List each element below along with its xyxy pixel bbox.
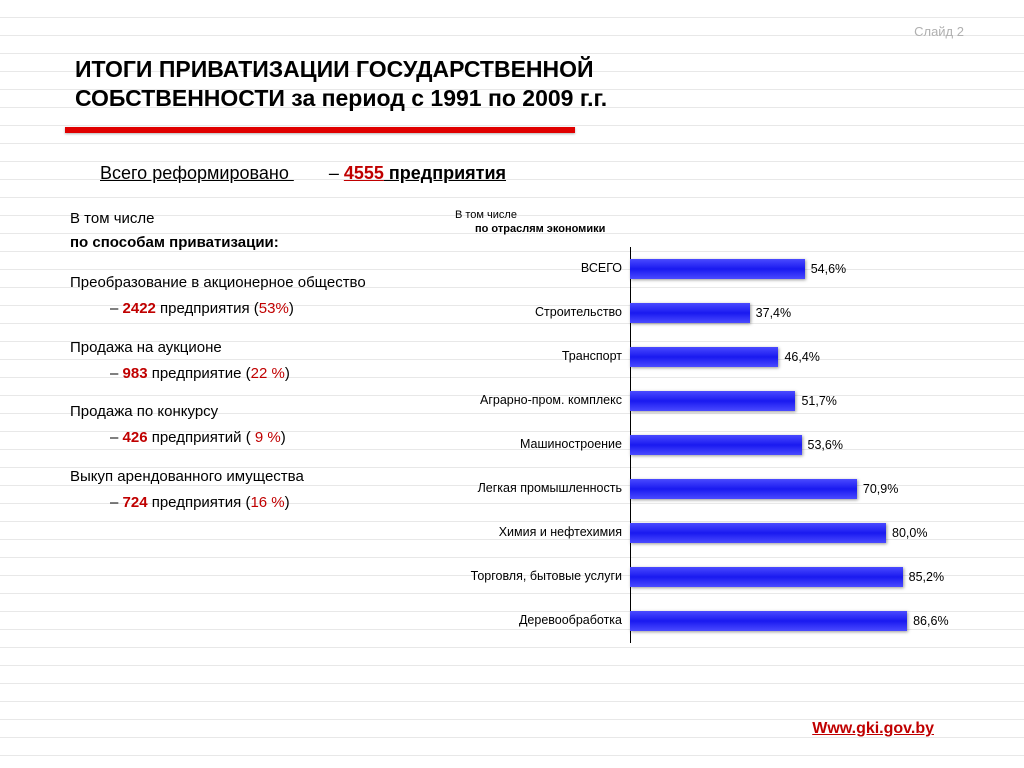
method-title: Продажа на аукционе bbox=[70, 338, 430, 358]
chart-value-label: 70,9% bbox=[863, 482, 898, 496]
chart-bar: 70,9% bbox=[630, 479, 857, 499]
chart-value-label: 80,0% bbox=[892, 526, 927, 540]
chart-value-label: 86,6% bbox=[913, 614, 948, 628]
method-block: Продажа на аукционе – 983 предприятие (22… bbox=[70, 338, 430, 385]
sector-bar-chart: ВСЕГО54,6%Строительство37,4%Транспорт46,… bbox=[440, 247, 979, 643]
chart-bar-area: 46,4% bbox=[630, 335, 979, 379]
subtitle: Всего реформировано – 4555 предприятия bbox=[100, 163, 979, 184]
title-underline-bar bbox=[65, 127, 575, 133]
chart-value-label: 37,4% bbox=[756, 306, 791, 320]
chart-bar-area: 80,0% bbox=[630, 511, 979, 555]
chart-row-label: Легкая промышленность bbox=[440, 481, 630, 495]
chart-bar-area: 86,6% bbox=[630, 599, 979, 643]
left-intro-1: В том числе bbox=[70, 209, 430, 229]
chart-bar: 51,7% bbox=[630, 391, 795, 411]
chart-bar-area: 37,4% bbox=[630, 291, 979, 335]
title-line-1: ИТОГИ ПРИВАТИЗАЦИИ ГОСУДАРСТВЕННОЙ bbox=[75, 56, 594, 82]
chart-bar-area: 53,6% bbox=[630, 423, 979, 467]
left-intro-2: по способам приватизации: bbox=[70, 233, 430, 253]
chart-row-label: Химия и нефтехимия bbox=[440, 525, 630, 539]
right-intro-2: по отраслям экономики bbox=[475, 223, 979, 235]
subtitle-label: Всего реформировано bbox=[100, 163, 294, 183]
chart-row-label: Машиностроение bbox=[440, 437, 630, 451]
chart-value-label: 46,4% bbox=[784, 350, 819, 364]
right-intro-1: В том числе bbox=[455, 209, 979, 221]
chart-row: Машиностроение53,6% bbox=[440, 423, 979, 467]
chart-value-label: 85,2% bbox=[909, 570, 944, 584]
chart-bar: 53,6% bbox=[630, 435, 802, 455]
method-result: – 2422 предприятия (53%) bbox=[110, 299, 430, 319]
chart-bar-area: 70,9% bbox=[630, 467, 979, 511]
slide-number: Слайд 2 bbox=[914, 24, 964, 39]
chart-value-label: 51,7% bbox=[801, 394, 836, 408]
method-block: Продажа по конкурсу – 426 предприятий ( 9… bbox=[70, 402, 430, 449]
chart-bar: 54,6% bbox=[630, 259, 805, 279]
chart-bar: 85,2% bbox=[630, 567, 903, 587]
chart-bar: 37,4% bbox=[630, 303, 750, 323]
chart-bar: 86,6% bbox=[630, 611, 907, 631]
chart-row: Торговля, бытовые услуги85,2% bbox=[440, 555, 979, 599]
methods-list: Преобразование в акционерное общество – 2… bbox=[70, 273, 430, 513]
chart-bar: 46,4% bbox=[630, 347, 778, 367]
slide-title: ИТОГИ ПРИВАТИЗАЦИИ ГОСУДАРСТВЕННОЙ СОБСТ… bbox=[75, 55, 979, 113]
chart-bar-area: 51,7% bbox=[630, 379, 979, 423]
chart-row: Аграрно-пром. комплекс51,7% bbox=[440, 379, 979, 423]
chart-row: Транспорт46,4% bbox=[440, 335, 979, 379]
chart-row: Химия и нефтехимия80,0% bbox=[440, 511, 979, 555]
method-block: Преобразование в акционерное общество – 2… bbox=[70, 273, 430, 320]
chart-row-label: Аграрно-пром. комплекс bbox=[440, 393, 630, 407]
chart-row-label: Торговля, бытовые услуги bbox=[440, 569, 630, 583]
subtitle-unit: предприятия bbox=[384, 163, 506, 183]
chart-bar-area: 54,6% bbox=[630, 247, 979, 291]
method-result: – 724 предприятия (16 %) bbox=[110, 493, 430, 513]
chart-row-label: ВСЕГО bbox=[440, 261, 630, 275]
subtitle-dash: – bbox=[329, 163, 344, 183]
chart-row: ВСЕГО54,6% bbox=[440, 247, 979, 291]
chart-row: Деревообработка86,6% bbox=[440, 599, 979, 643]
method-title: Преобразование в акционерное общество bbox=[70, 273, 430, 293]
chart-value-label: 53,6% bbox=[808, 438, 843, 452]
right-column: В том числе по отраслям экономики ВСЕГО5… bbox=[440, 209, 979, 643]
title-line-2: СОБСТВЕННОСТИ за период с 1991 по 2009 г… bbox=[75, 85, 607, 111]
method-result: – 983 предприятие (22 %) bbox=[110, 364, 430, 384]
method-title: Продажа по конкурсу bbox=[70, 402, 430, 422]
chart-row-label: Деревообработка bbox=[440, 613, 630, 627]
method-block: Выкуп арендованного имущества – 724 предп… bbox=[70, 467, 430, 514]
footer-link[interactable]: Www.gki.gov.by bbox=[812, 720, 934, 738]
method-result: – 426 предприятий ( 9 %) bbox=[110, 428, 430, 448]
chart-value-label: 54,6% bbox=[811, 262, 846, 276]
subtitle-number: 4555 bbox=[344, 163, 384, 183]
chart-row-label: Транспорт bbox=[440, 349, 630, 363]
chart-row: Легкая промышленность70,9% bbox=[440, 467, 979, 511]
chart-row-label: Строительство bbox=[440, 305, 630, 319]
method-title: Выкуп арендованного имущества bbox=[70, 467, 430, 487]
chart-bar-area: 85,2% bbox=[630, 555, 979, 599]
left-column: В том числе по способам приватизации: Пр… bbox=[70, 209, 430, 643]
chart-bar: 80,0% bbox=[630, 523, 886, 543]
chart-row: Строительство37,4% bbox=[440, 291, 979, 335]
content-area: В том числе по способам приватизации: Пр… bbox=[70, 209, 979, 643]
